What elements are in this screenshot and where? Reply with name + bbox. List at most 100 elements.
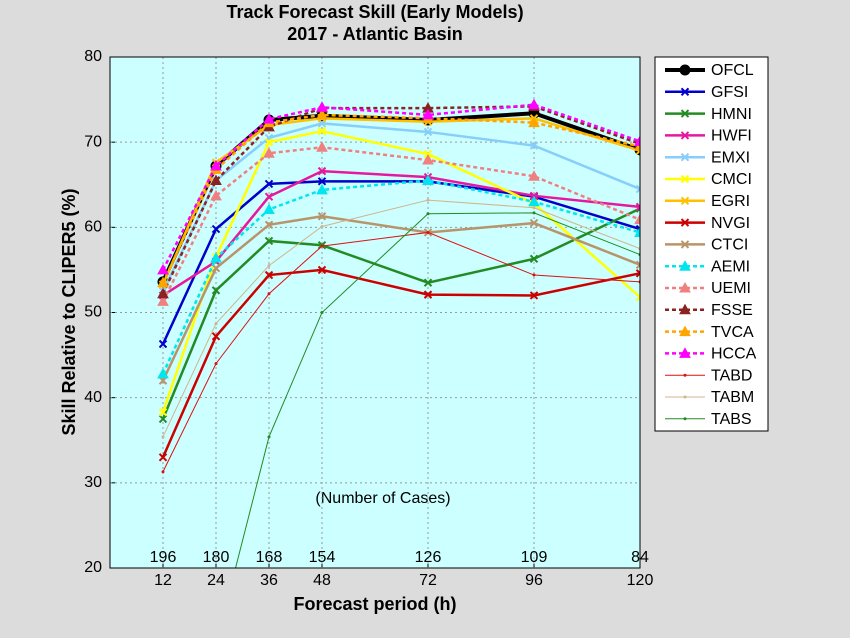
marker (263, 147, 275, 158)
legend-label: CTCI (711, 237, 748, 254)
marker (264, 137, 274, 147)
marker (158, 453, 168, 462)
marker (211, 224, 221, 234)
legend-label: HMNI (711, 106, 752, 123)
y-tick-label: 80 (84, 48, 102, 65)
marker (634, 213, 640, 225)
chart-title: Track Forecast Skill (Early Models) (226, 2, 523, 22)
marker (210, 174, 222, 185)
marker (679, 64, 691, 76)
marker (264, 236, 274, 246)
marker (422, 174, 434, 185)
marker (267, 435, 271, 439)
marker (679, 281, 691, 293)
marker (679, 325, 691, 337)
marker (634, 135, 640, 146)
marker (264, 179, 274, 189)
marker (316, 183, 328, 195)
marker (532, 211, 536, 215)
y-tick-label: 20 (84, 559, 102, 576)
marker (529, 291, 539, 300)
x-tick-label: 120 (627, 572, 654, 589)
x-tick-label: 96 (525, 572, 543, 589)
marker (317, 166, 327, 176)
legend-label: EMXI (711, 149, 750, 166)
marker (680, 174, 690, 184)
legend-label: EGRI (711, 193, 750, 210)
marker (211, 286, 221, 295)
legend-label: UEMI (711, 280, 751, 297)
series-group (157, 98, 640, 568)
legend: OFCL GFSI HMNI HWFI EMXI CMCI EGRI NVGI CTCI AEMI… (665, 62, 757, 428)
x-tick-label: 12 (154, 572, 172, 589)
marker (317, 212, 327, 221)
chart-subtitle: 2017 - Atlantic Basin (287, 24, 462, 44)
marker (267, 292, 271, 296)
marker (316, 108, 328, 120)
marker (210, 251, 222, 263)
case-count: 168 (256, 549, 283, 566)
x-tick-label: 24 (207, 572, 225, 589)
marker (214, 362, 218, 366)
case-count: 180 (203, 549, 230, 566)
marker (263, 203, 275, 214)
marker (320, 311, 324, 314)
marker (680, 152, 690, 162)
marker (635, 260, 640, 270)
legend-label: TABM (711, 389, 754, 406)
marker (264, 192, 274, 201)
legend-label: FSSE (711, 302, 753, 319)
marker (316, 141, 328, 152)
marker (317, 177, 327, 186)
marker (157, 295, 169, 306)
marker (532, 206, 536, 210)
legend-label: HCCA (711, 346, 757, 363)
x-tick-label: 36 (260, 572, 278, 589)
marker (635, 269, 640, 278)
marker (161, 435, 165, 439)
marker (680, 131, 690, 140)
marker (679, 303, 691, 315)
marker (320, 224, 324, 228)
marker (532, 273, 536, 277)
marker (680, 240, 690, 249)
marker (634, 226, 640, 237)
marker (211, 332, 221, 341)
marker (426, 230, 430, 234)
marker (680, 218, 690, 227)
y-tick-label: 30 (84, 474, 102, 491)
y-axis-label: Skill Relative to CLIPER5 (%) (59, 188, 79, 435)
case-count: 126 (415, 549, 442, 566)
case-count: 196 (150, 549, 177, 566)
annotation: (Number of Cases) (315, 490, 450, 507)
legend-label: TABD (711, 367, 752, 384)
marker (317, 265, 327, 275)
marker (214, 322, 218, 326)
marker (679, 347, 691, 358)
y-tick-label: 60 (84, 219, 102, 236)
marker (263, 113, 275, 124)
marker (635, 202, 640, 212)
x-tick-label: 48 (313, 572, 331, 589)
marker (683, 373, 687, 377)
marker (635, 292, 640, 302)
marker (422, 154, 434, 165)
legend-label: AEMI (711, 258, 750, 275)
marker (158, 407, 168, 417)
marker (161, 470, 165, 474)
marker (529, 254, 539, 264)
marker (210, 159, 222, 171)
marker (157, 276, 169, 288)
marker (680, 196, 690, 206)
marker (528, 170, 540, 181)
case-count: 84 (631, 549, 649, 566)
marker (157, 287, 169, 299)
marker (264, 270, 274, 280)
marker (317, 126, 327, 136)
marker (635, 184, 640, 194)
marker (529, 218, 539, 228)
y-tick-label: 50 (84, 304, 102, 321)
series-line (235, 212, 640, 568)
legend-label: TVCA (711, 324, 754, 341)
legend-label: GFSI (711, 84, 748, 101)
